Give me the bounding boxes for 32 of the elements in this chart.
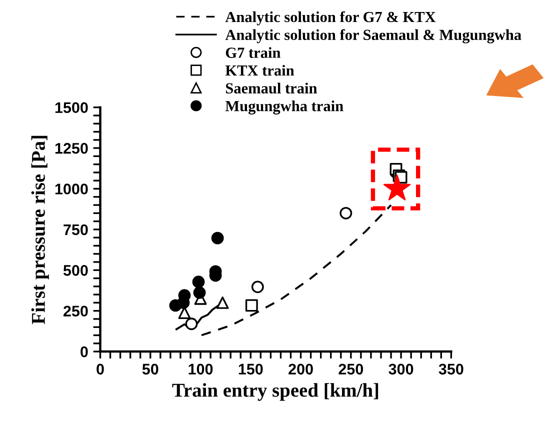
line-series bbox=[200, 204, 392, 336]
legend-label: Analytic solution for G7 & KTX bbox=[225, 11, 436, 26]
point bbox=[216, 296, 229, 309]
y-tick-label: 750 bbox=[64, 224, 88, 236]
y-axis-title: First pressure rise [Pa] bbox=[31, 136, 49, 324]
x-tick-label: 100 bbox=[188, 364, 213, 375]
point bbox=[211, 232, 224, 244]
point bbox=[192, 276, 205, 288]
x-axis-title: Train entry speed [km/h] bbox=[172, 383, 378, 401]
y-tick-label: 1000 bbox=[55, 184, 88, 194]
x-tick-label: 300 bbox=[388, 364, 414, 375]
x-tick-label: 50 bbox=[142, 364, 158, 375]
legend-label: KTX train bbox=[225, 64, 294, 76]
legend-label: Saemaul train bbox=[226, 82, 318, 94]
y-tick-label: 1500 bbox=[55, 102, 88, 114]
x-tick-label: 350 bbox=[438, 364, 464, 375]
legend-label: Analytic solution for Saemaul & Mugungwha bbox=[225, 29, 522, 44]
legend-label: G7 train bbox=[226, 47, 281, 58]
x-tick-label: 200 bbox=[288, 364, 313, 375]
point bbox=[185, 318, 198, 330]
y-tick-label: 250 bbox=[63, 306, 88, 317]
point bbox=[340, 206, 352, 220]
x-tick-label: 0 bbox=[96, 364, 104, 375]
legend-label: Mugungwha train bbox=[225, 100, 344, 114]
x-tick-label: 250 bbox=[338, 364, 364, 375]
point bbox=[251, 280, 264, 294]
point bbox=[245, 299, 258, 312]
y-tick-label: 0 bbox=[80, 346, 88, 358]
point bbox=[193, 286, 206, 299]
y-tick-label: 1250 bbox=[55, 142, 88, 154]
y-tick-label: 500 bbox=[63, 265, 88, 276]
x-tick-label: 150 bbox=[238, 364, 263, 375]
